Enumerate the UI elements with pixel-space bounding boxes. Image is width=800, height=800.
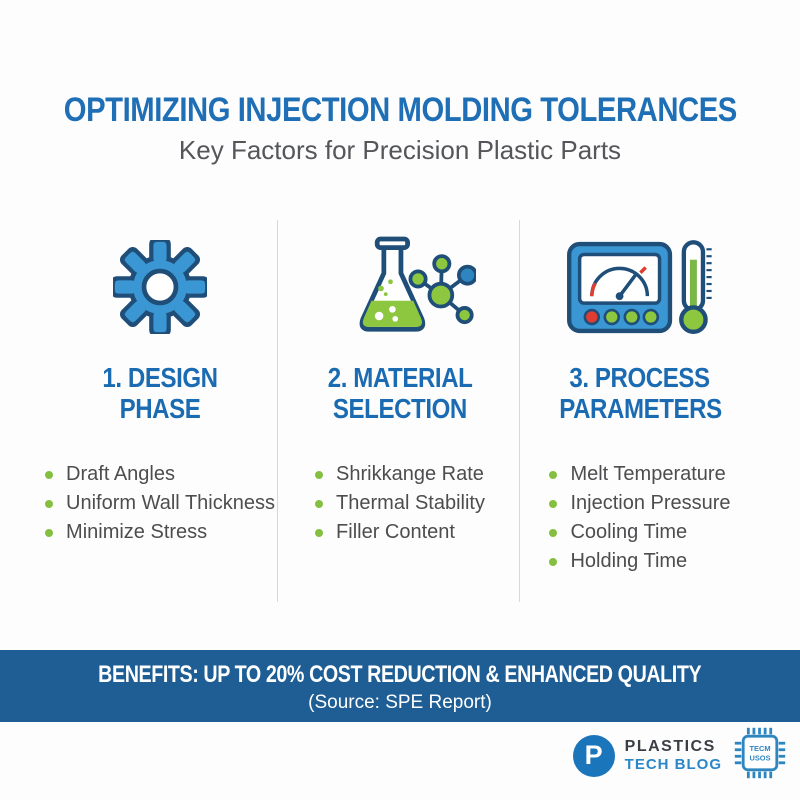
list-item: Cooling Time [549, 518, 730, 547]
list-item: Uniform Wall Thickness [45, 489, 275, 518]
column-process-parameters: 3. PROCESS PARAMETERS Melt Temperature I… [520, 218, 760, 608]
bullet-dot [45, 528, 54, 537]
column-heading: 1. DESIGN PHASE [102, 362, 218, 424]
column-heading: 3. PROCESS PARAMETERS [558, 362, 722, 424]
bullet-dot [549, 470, 558, 479]
infographic-title: OPTIMIZING INJECTION MOLDING TOLERANCES [63, 91, 737, 129]
list-item: Shrikkange Rate [315, 460, 485, 489]
bullet-dot [549, 557, 558, 566]
bullet-dot [315, 528, 324, 537]
process-parameters-list: Melt Temperature Injection Pressure Cool… [549, 460, 731, 576]
infographic-subtitle: Key Factors for Precision Plastic Parts [178, 135, 622, 165]
column-material-selection: 2. MATERIAL SELECTION Shrikkange Rate Th… [280, 218, 520, 608]
material-selection-list: Shrikkange Rate Thermal Stability Filler… [315, 460, 485, 547]
factors-section: 1. DESIGN PHASE Draft Angles Uniform Wal… [40, 218, 760, 608]
list-item: Thermal Stability [315, 489, 485, 518]
column-design-phase: 1. DESIGN PHASE Draft Angles Uniform Wal… [40, 218, 280, 608]
column-heading: 2. MATERIAL SELECTION [327, 362, 473, 424]
list-item: Draft Angles [45, 460, 275, 489]
benefits-banner: BENEFITS: UP TO 20% COST REDUCTION & ENH… [0, 650, 800, 722]
gear-icon [40, 226, 280, 348]
bullet-dot [549, 499, 558, 508]
flask-molecule-icon [280, 226, 520, 348]
list-item: Filler Content [315, 518, 485, 547]
chip-icon: TECM USOS [732, 725, 788, 786]
column-divider [519, 220, 520, 602]
brand-name: PLASTICS TECH BLOG [624, 738, 722, 773]
design-phase-list: Draft Angles Uniform Wall Thickness Mini… [45, 460, 275, 547]
svg-text:USOS: USOS [749, 753, 770, 762]
header: OPTIMIZING INJECTION MOLDING TOLERANCES … [0, 90, 800, 168]
brand-logo: P PLASTICS TECH BLOG TECM USOS [572, 725, 788, 786]
list-item: Injection Pressure [549, 489, 731, 518]
gauge-thermometer-icon [520, 226, 760, 348]
bullet-dot [45, 470, 54, 479]
bullet-dot [549, 528, 558, 537]
list-item: Minimize Stress [45, 518, 275, 547]
benefits-source: (Source: SPE Report) [308, 692, 492, 713]
bullet-dot [315, 499, 324, 508]
svg-text:TECM: TECM [749, 744, 770, 753]
brand-monogram: P [572, 734, 615, 777]
column-divider [277, 220, 278, 602]
bullet-dot [45, 499, 54, 508]
benefits-headline: BENEFITS: UP TO 20% COST REDUCTION & ENH… [98, 661, 702, 688]
list-item: Melt Temperature [549, 460, 730, 489]
list-item: Holding Time [549, 547, 730, 576]
bullet-dot [315, 470, 324, 479]
